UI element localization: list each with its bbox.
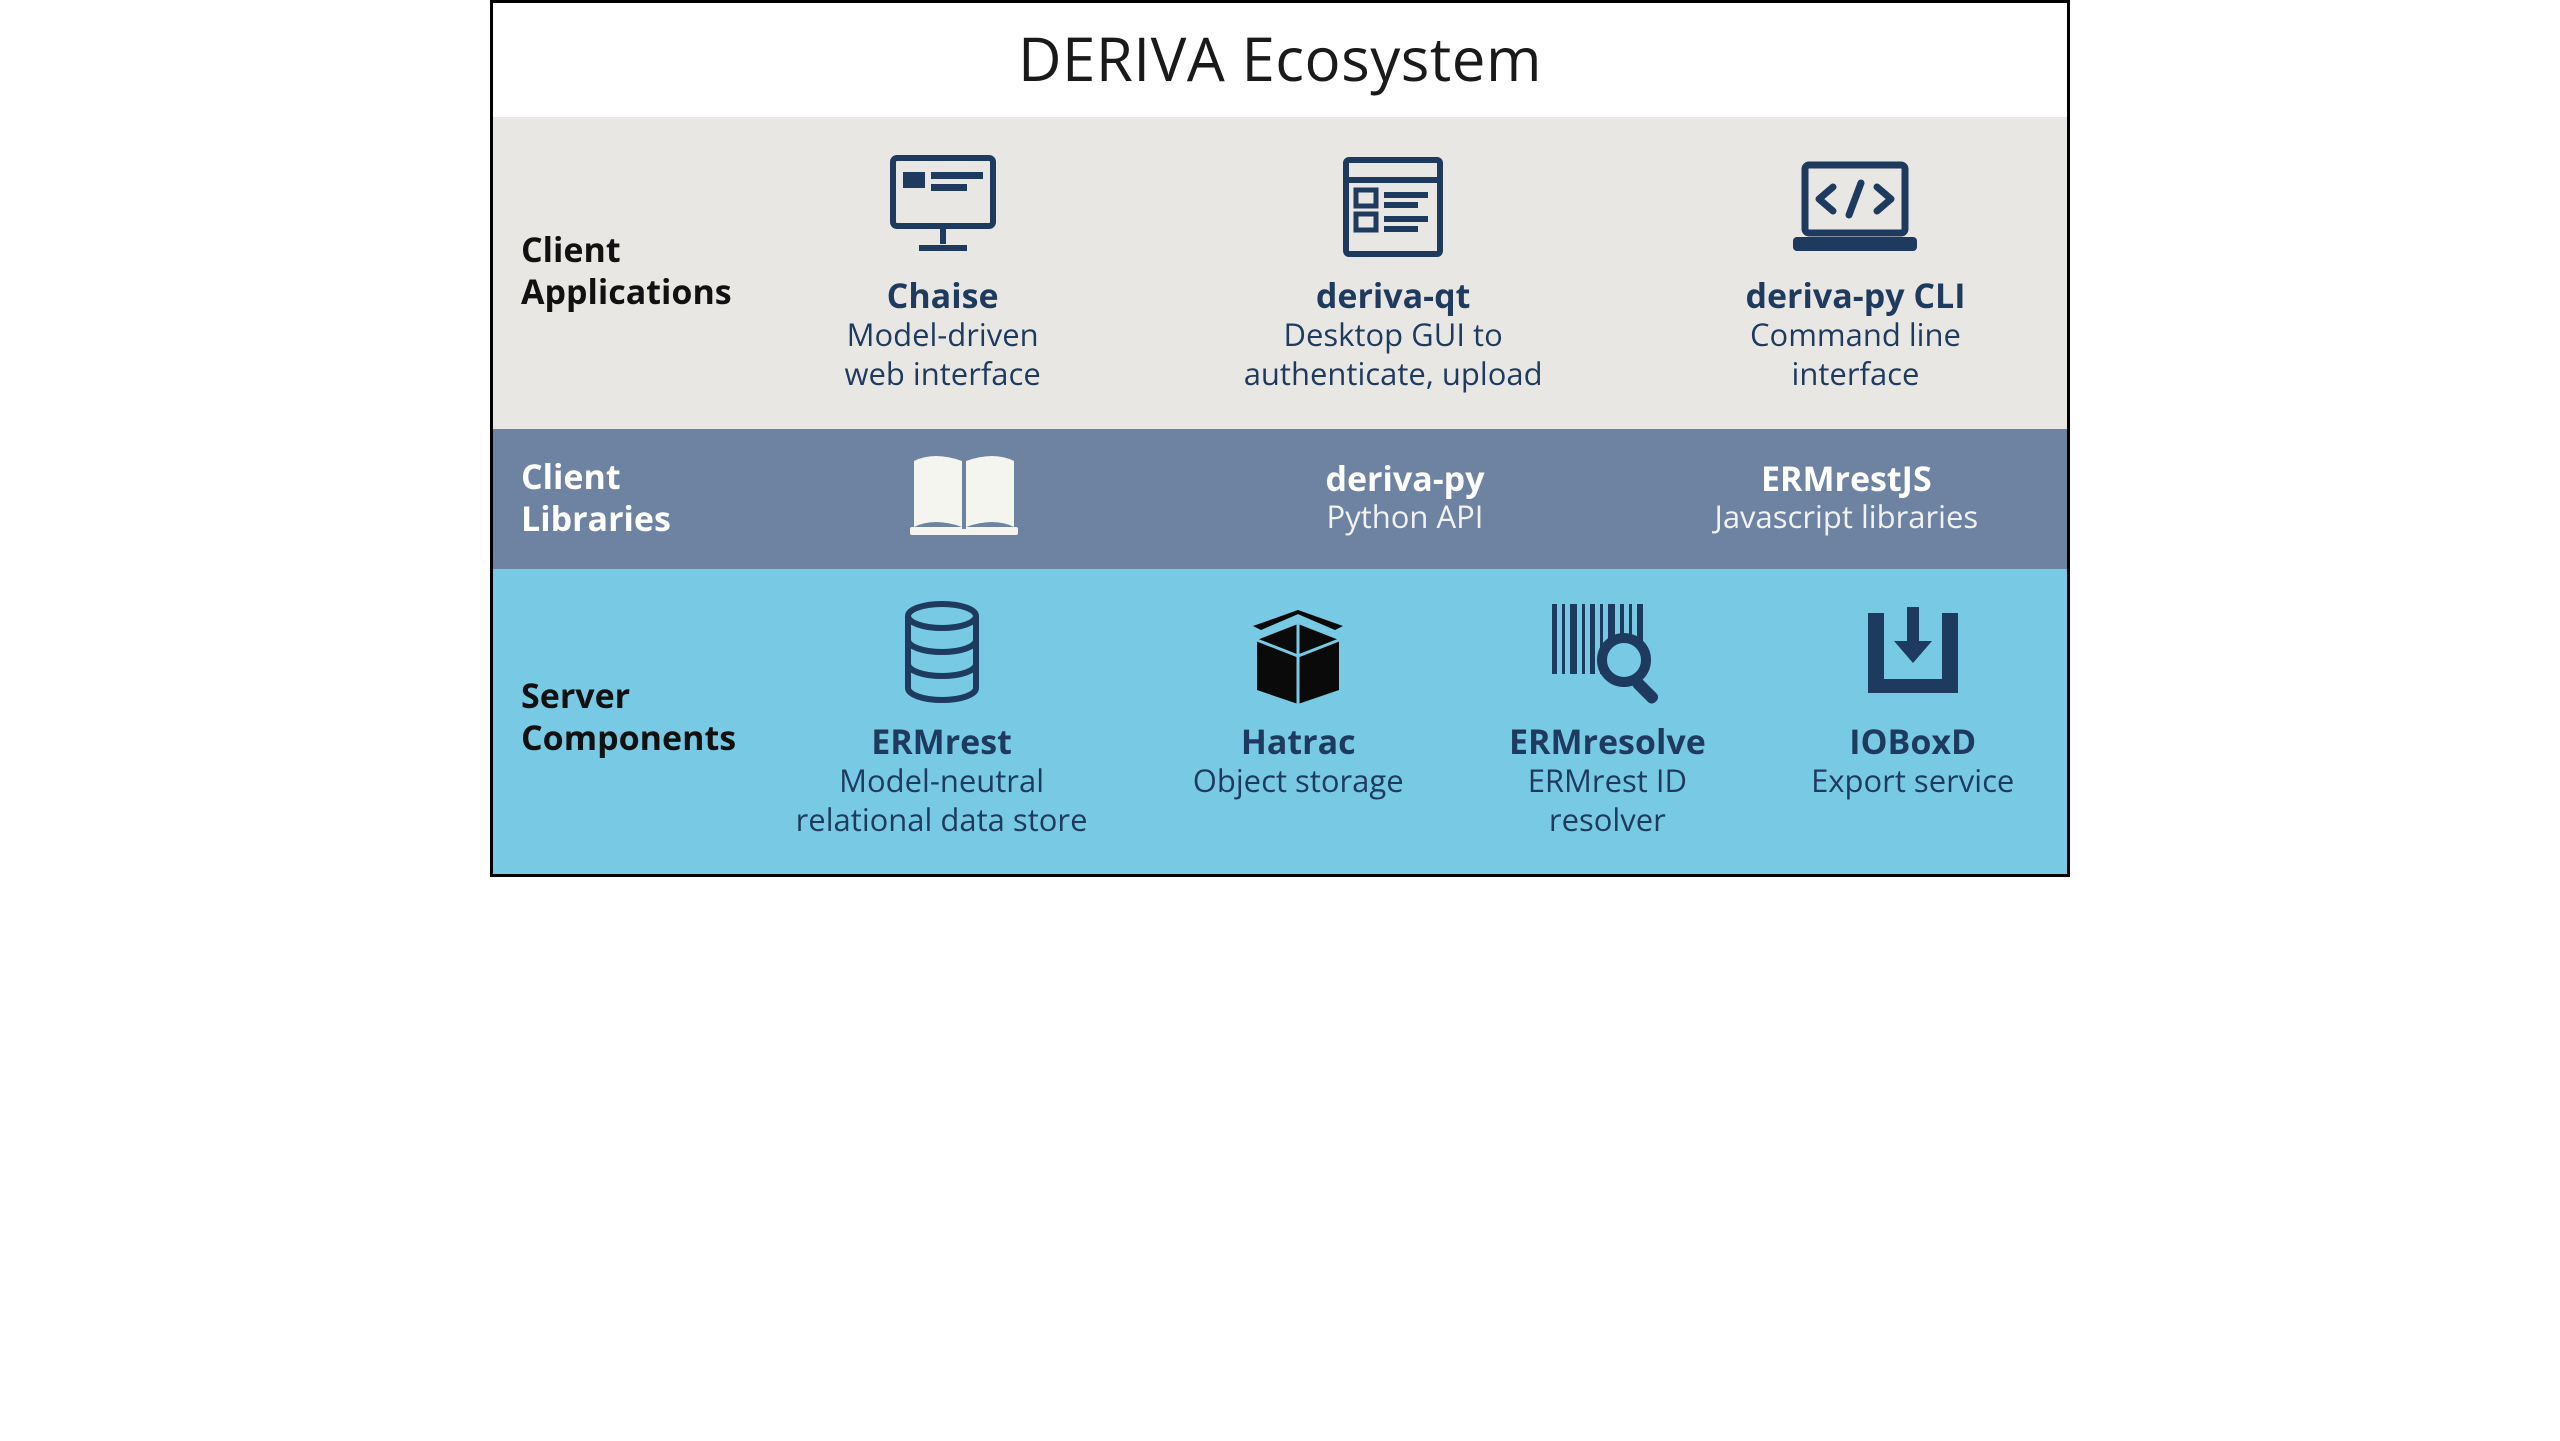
row-label-server: Server Components (493, 674, 743, 759)
row-label-libs: Client Libraries (493, 455, 743, 540)
cell-desc: Javascript libraries (1640, 498, 2053, 537)
row-label-apps: Client Applications (493, 228, 743, 313)
cell-desc: Command line interface (1745, 316, 1965, 394)
cell-title: IOBoxD (1811, 721, 2014, 762)
row-client-libraries: Client Libraries deriva-py Pytho (493, 429, 2067, 569)
cell-title: deriva-py (1198, 458, 1611, 499)
download-box-icon (1811, 593, 2014, 713)
cell-ermrest: ERMrest Model-neutral relational data st… (782, 593, 1102, 839)
cell-deriva-qt: deriva-qt Desktop GUI to authenticate, u… (1230, 147, 1557, 393)
cell-desc: Model-driven web interface (844, 316, 1040, 394)
row-items-server: ERMrest Model-neutral relational data st… (743, 593, 2067, 839)
cell-desc: Python API (1198, 498, 1611, 537)
cell-desc: Model-neutral relational data store (796, 762, 1088, 840)
cell-deriva-py-cli: deriva-py CLI Command line interface (1731, 147, 1979, 393)
row-items-apps: Chaise Model-driven web interface (743, 147, 2067, 393)
cell-hatrac: Hatrac Object storage (1179, 593, 1418, 801)
cell-title: ERMrest (796, 721, 1088, 762)
cell-title: Chaise (844, 275, 1040, 316)
diagram-title: DERIVA Ecosystem (493, 3, 2067, 117)
cell-ioboxd: IOBoxD Export service (1797, 593, 2028, 801)
row-server-components: Server Components ERMrest Model-neutral … (493, 569, 2067, 873)
cell-title: ERMresolve (1509, 721, 1706, 762)
cell-title: deriva-py CLI (1745, 275, 1965, 316)
cell-book-icon (743, 449, 1184, 545)
diagram-frame: DERIVA Ecosystem Client Applications (490, 0, 2070, 877)
box-icon (1193, 593, 1404, 713)
row-client-applications: Client Applications Chaise (493, 117, 2067, 429)
cell-title: ERMrestJS (1640, 458, 2053, 499)
row-items-libs: deriva-py Python API ERMrestJS Javascrip… (743, 449, 2067, 545)
database-icon (796, 593, 1088, 713)
cell-deriva-py-lib: deriva-py Python API (1184, 458, 1625, 538)
monitor-icon (844, 147, 1040, 267)
window-form-icon (1244, 147, 1543, 267)
cell-desc: ERMrest ID resolver (1509, 762, 1706, 840)
cell-title: deriva-qt (1244, 275, 1543, 316)
cell-desc: Export service (1811, 762, 2014, 801)
cell-ermrestjs: ERMrestJS Javascript libraries (1626, 458, 2067, 538)
cell-desc: Object storage (1193, 762, 1404, 801)
laptop-code-icon (1745, 147, 1965, 267)
cell-title: Hatrac (1193, 721, 1404, 762)
cell-chaise: Chaise Model-driven web interface (830, 147, 1054, 393)
cell-ermresolve: ERMresolve ERMrest ID resolver (1495, 593, 1720, 839)
cell-desc: Desktop GUI to authenticate, upload (1244, 316, 1543, 394)
barcode-lens-icon (1509, 593, 1706, 713)
book-icon (757, 449, 1170, 539)
